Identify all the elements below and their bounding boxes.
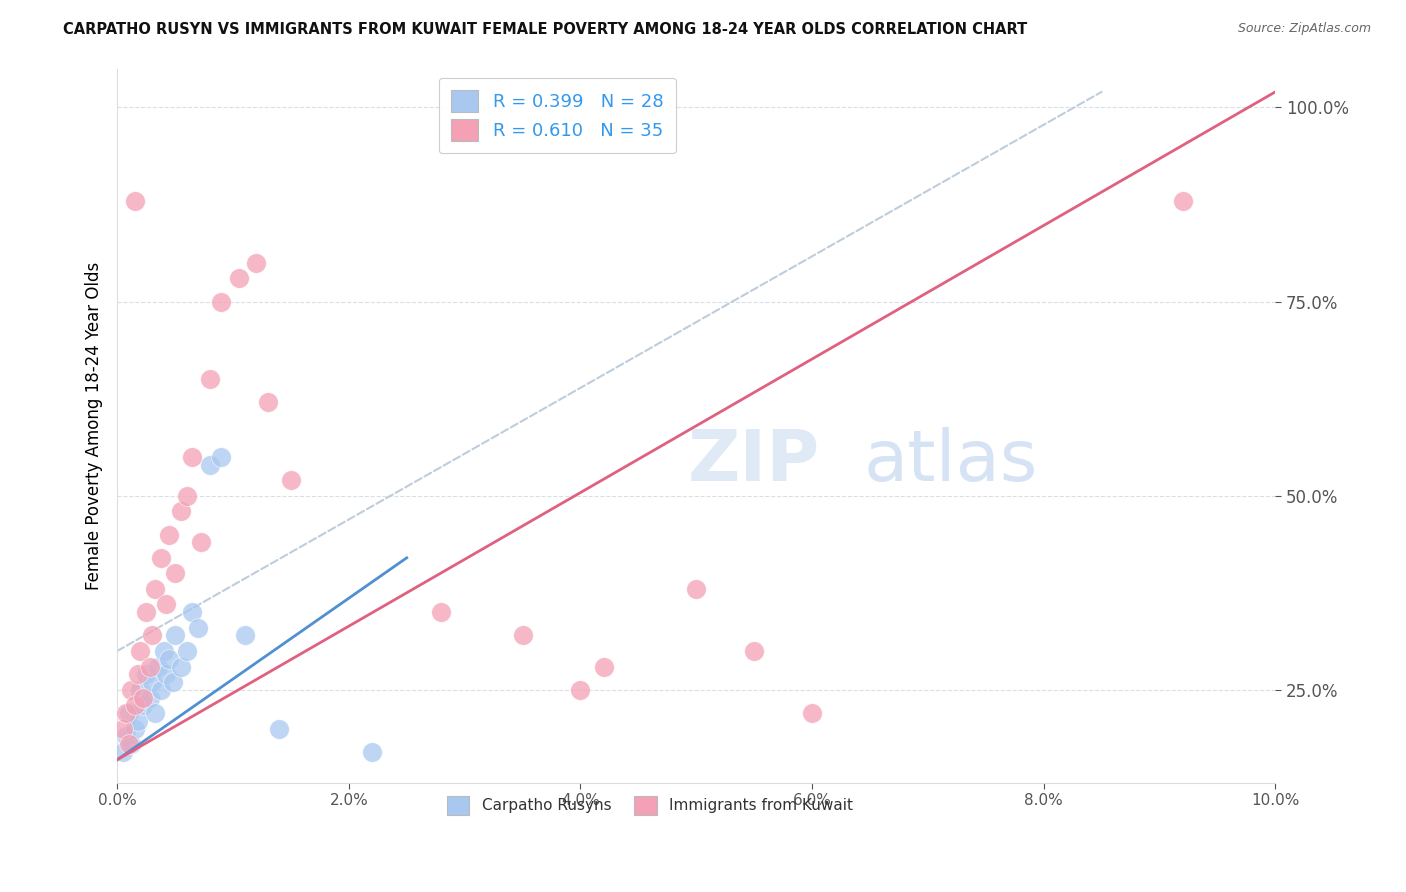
Point — [120, 682, 142, 697]
Point — [198, 458, 221, 472]
Point — [118, 737, 141, 751]
Point — [176, 644, 198, 658]
Point — [170, 659, 193, 673]
Point — [165, 566, 187, 581]
Point — [129, 682, 152, 697]
Point — [141, 675, 163, 690]
Point — [138, 690, 160, 705]
Point — [198, 372, 221, 386]
Point — [801, 706, 824, 720]
Point — [187, 621, 209, 635]
Point — [181, 450, 204, 464]
Point — [129, 644, 152, 658]
Point — [120, 737, 142, 751]
Point — [256, 395, 278, 409]
Point — [118, 706, 141, 720]
Point — [157, 527, 180, 541]
Point — [209, 294, 232, 309]
Point — [138, 659, 160, 673]
Point — [162, 675, 184, 690]
Point — [131, 698, 153, 713]
Point — [181, 605, 204, 619]
Point — [127, 714, 149, 728]
Point — [361, 745, 384, 759]
Y-axis label: Female Poverty Among 18-24 Year Olds: Female Poverty Among 18-24 Year Olds — [86, 261, 103, 590]
Point — [190, 535, 212, 549]
Point — [592, 659, 614, 673]
Point — [176, 489, 198, 503]
Point — [685, 582, 707, 596]
Point — [233, 628, 256, 642]
Point — [124, 194, 146, 208]
Point — [150, 550, 173, 565]
Text: atlas: atlas — [863, 427, 1038, 496]
Point — [131, 690, 153, 705]
Point — [742, 644, 765, 658]
Point — [152, 644, 174, 658]
Point — [111, 722, 134, 736]
Point — [124, 722, 146, 736]
Point — [155, 667, 177, 681]
Point — [157, 652, 180, 666]
Point — [141, 628, 163, 642]
Point — [127, 667, 149, 681]
Point — [155, 598, 177, 612]
Point — [512, 628, 534, 642]
Text: CARPATHO RUSYN VS IMMIGRANTS FROM KUWAIT FEMALE POVERTY AMONG 18-24 YEAR OLDS CO: CARPATHO RUSYN VS IMMIGRANTS FROM KUWAIT… — [63, 22, 1028, 37]
Point — [280, 473, 302, 487]
Legend: Carpatho Rusyns, Immigrants from Kuwait: Carpatho Rusyns, Immigrants from Kuwait — [436, 785, 865, 825]
Point — [135, 605, 157, 619]
Point — [165, 628, 187, 642]
Point — [135, 667, 157, 681]
Point — [111, 745, 134, 759]
Point — [245, 255, 267, 269]
Point — [146, 659, 169, 673]
Point — [115, 730, 138, 744]
Point — [124, 698, 146, 713]
Point — [115, 706, 138, 720]
Point — [269, 722, 291, 736]
Point — [430, 605, 453, 619]
Point — [1171, 194, 1194, 208]
Point — [170, 504, 193, 518]
Point — [150, 682, 173, 697]
Text: Source: ZipAtlas.com: Source: ZipAtlas.com — [1237, 22, 1371, 36]
Point — [209, 450, 232, 464]
Point — [228, 271, 250, 285]
Point — [569, 682, 592, 697]
Point — [145, 582, 167, 596]
Text: ZIP: ZIP — [688, 427, 820, 496]
Point — [145, 706, 167, 720]
